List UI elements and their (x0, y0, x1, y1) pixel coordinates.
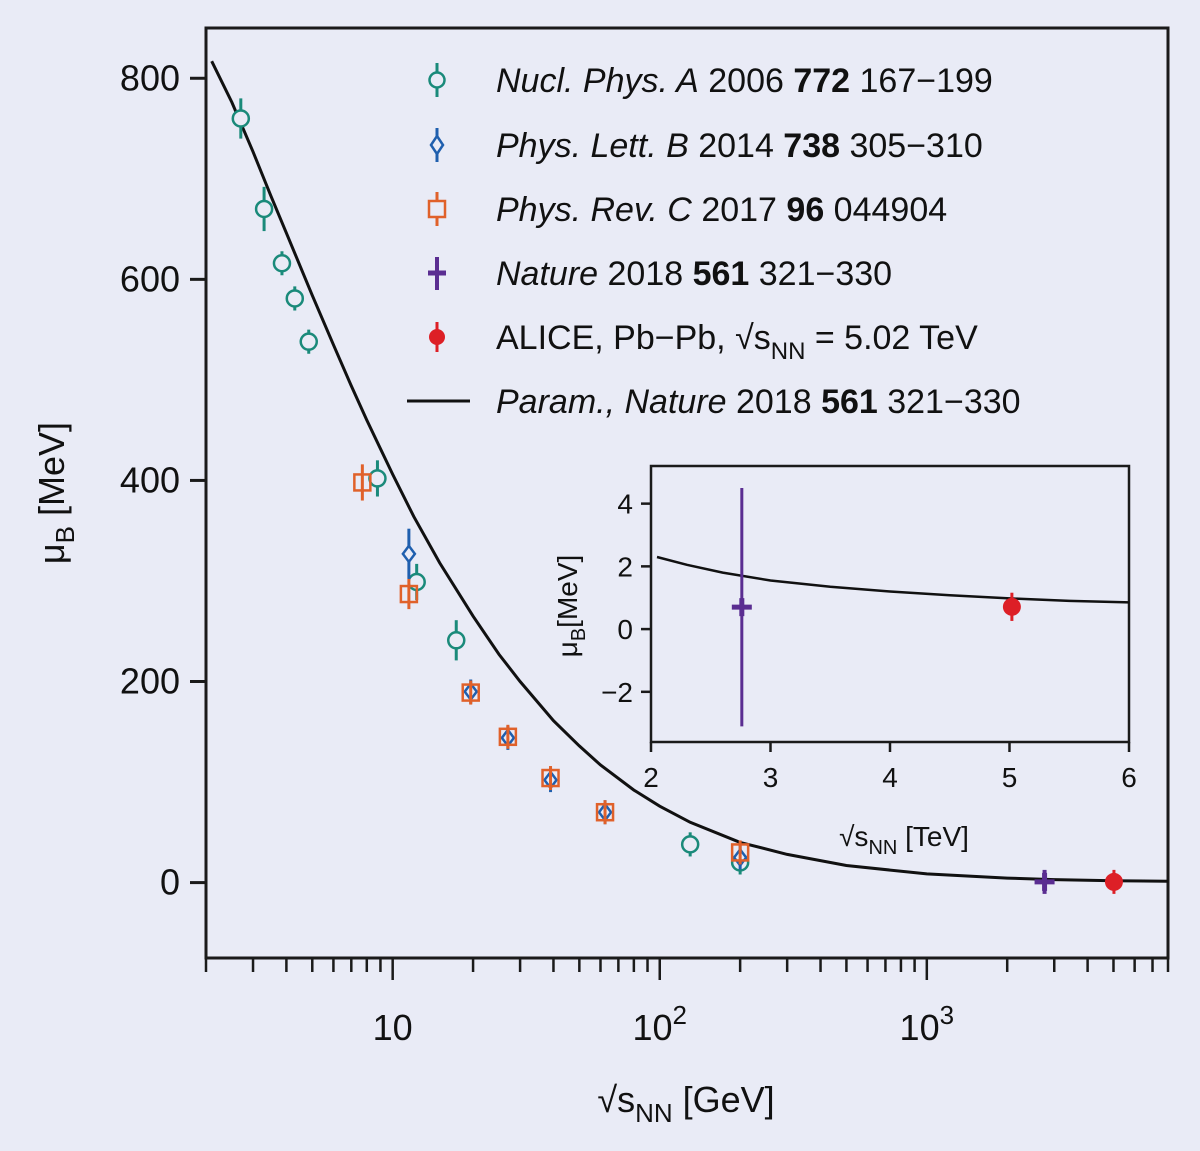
data-point (254, 186, 274, 232)
legend-label: Phys. Lett. B 2014 738 305−310 (496, 127, 983, 165)
inset-x-tick-label: 2 (643, 762, 659, 793)
data-point (730, 840, 750, 865)
y-tick-label: 200 (120, 661, 180, 702)
data-point (299, 329, 318, 354)
marker-open-circle (446, 631, 466, 650)
marker-open-circle (285, 289, 305, 308)
marker-open-circle (272, 254, 292, 273)
marker-open-circle (299, 332, 318, 351)
marker-filled-circle (1104, 872, 1123, 891)
inset-y-tick-label: 2 (617, 551, 633, 582)
data-point (401, 528, 417, 579)
inset-y-axis-title: μB[MeV] (552, 555, 590, 658)
inset-data-point (1002, 592, 1021, 621)
main-parametrization-curve (210, 60, 1169, 883)
marker-open-diamond (401, 543, 417, 564)
legend-label: Param., Nature 2018 561 321−330 (496, 383, 1021, 421)
data-point (498, 724, 518, 749)
y-tick-label: 800 (120, 57, 180, 98)
inset-y-tick-label: −2 (601, 677, 633, 708)
data-point (353, 464, 372, 501)
inset-x-tick-label: 6 (1121, 762, 1137, 793)
data-point (272, 251, 292, 276)
y-tick-label: 600 (120, 258, 180, 299)
legend-label: Nucl. Phys. A 2006 772 167−199 (496, 62, 993, 100)
legend-entry-phys-rev-c: Phys. Rev. C 2017 96 044904 (427, 191, 947, 229)
data-point (541, 766, 560, 791)
data-point (1104, 869, 1123, 894)
marker-open-circle (368, 469, 387, 488)
legend-label: Phys. Rev. C 2017 96 044904 (496, 191, 947, 229)
data-point (285, 286, 305, 311)
parametrization-line (210, 60, 1169, 883)
marker-open-circle (254, 199, 274, 219)
inset-data-points (731, 487, 1021, 727)
legend-entry-param: Param., Nature 2018 561 321−330 (407, 383, 1021, 421)
inset-y-tick-label: 0 (617, 614, 633, 645)
legend-marker-open-circle (428, 71, 446, 89)
inset-x-tick-label: 5 (1002, 762, 1018, 793)
data-point (1034, 869, 1055, 894)
data-point (399, 578, 419, 610)
x-axis-title: √sNN [GeV] (597, 1079, 774, 1128)
x-tick-label: 102 (632, 1000, 687, 1048)
marker-open-square (498, 727, 518, 747)
marker-open-square (730, 843, 750, 862)
inset-x-tick-label: 4 (882, 762, 898, 793)
data-point (595, 800, 615, 825)
inset-x-axis-title: √sNN [TeV] (839, 821, 969, 859)
legend-entry-alice: ALICE, Pb−Pb, √sNN = 5.02 TeV (429, 319, 978, 365)
inset-axes: −2 0 2 4 2 3 4 5 6 (601, 489, 1137, 793)
inset-parametrization-line (656, 555, 1130, 604)
inset-data-point (731, 487, 752, 727)
marker-open-square (595, 802, 615, 822)
inset-plot-frame (649, 464, 1131, 744)
y-tick-label: 400 (120, 459, 180, 500)
inset-x-tick-label: 3 (763, 762, 779, 793)
main-axes: 0 200 400 600 800 10 102 103 (120, 57, 1170, 1048)
marker-open-circle (231, 109, 251, 128)
marker-open-square (399, 584, 419, 604)
data-point (446, 620, 466, 661)
inset-y-tick-label: 4 (617, 489, 633, 520)
inset-plot: −2 0 2 4 2 3 4 5 6 μB[MeV] √sNN [TeV] (552, 464, 1137, 859)
x-tick-label: 103 (900, 1000, 955, 1048)
legend-label: Nature 2018 561 321−330 (496, 255, 892, 293)
main-data-points (231, 98, 1123, 894)
inset-parametrization-curve (656, 555, 1130, 604)
marker-open-square (541, 768, 560, 788)
legend-marker-filled-circle (429, 329, 445, 345)
data-point (680, 832, 700, 857)
legend-entry-phys-lett-b: Phys. Lett. B 2014 738 305−310 (429, 127, 983, 165)
legend-marker-open-diamond (429, 133, 445, 157)
data-point (231, 98, 251, 139)
marker-filled-circle (1002, 597, 1021, 616)
marker-open-square (353, 473, 372, 492)
legend-marker-open-square (427, 199, 447, 219)
legend-entry-nature: Nature 2018 561 321−330 (428, 255, 892, 293)
legend: Nucl. Phys. A 2006 772 167−199 Phys. Let… (407, 62, 1021, 421)
legend-label: ALICE, Pb−Pb, √sNN = 5.02 TeV (496, 319, 978, 365)
y-tick-label: 0 (160, 862, 180, 903)
legend-entry-nucl-phys-a: Nucl. Phys. A 2006 772 167−199 (428, 62, 993, 100)
marker-open-circle (680, 835, 700, 854)
x-tick-label: 10 (373, 1007, 413, 1048)
data-point (461, 680, 480, 705)
marker-open-square (461, 683, 480, 702)
y-axis-title: μB [MeV] (31, 422, 80, 564)
